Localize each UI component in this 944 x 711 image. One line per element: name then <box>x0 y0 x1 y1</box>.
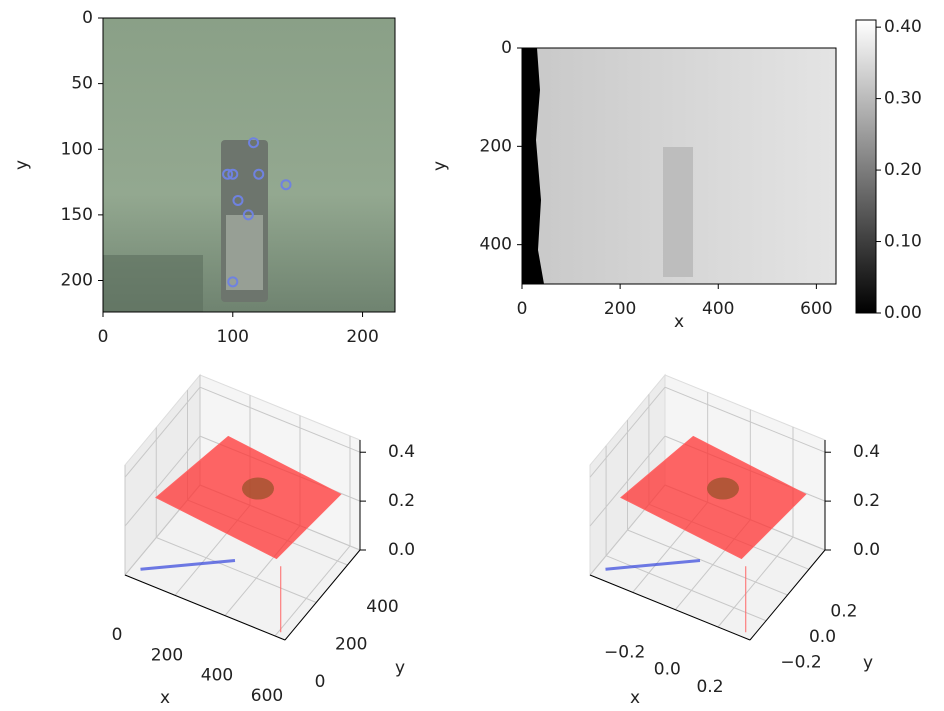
figure: 0 100 200 0 50 100 150 200 y 0 200 400 600 0 200 400 x y 0… <box>0 0 944 711</box>
y-tick-label: 400 <box>366 597 398 617</box>
colorbar-tick-label: 0.30 <box>884 89 922 109</box>
colorbar <box>856 20 876 313</box>
y-tick-label: 0.0 <box>809 627 836 647</box>
y-tick-label: 50 <box>71 74 93 94</box>
x-axis-label: x <box>160 688 170 708</box>
x-tick-label: 600 <box>800 299 832 319</box>
x-axis-label: x <box>630 688 640 708</box>
x-tick-label: 600 <box>251 686 283 706</box>
x-tick-label: 0.2 <box>696 677 723 697</box>
colorbar-tick-label: 0.10 <box>884 232 922 252</box>
depth-object <box>663 147 693 277</box>
y-tick-label: 150 <box>61 205 93 225</box>
y-tick-label: 0.2 <box>830 601 857 621</box>
y-axis-label: y <box>430 161 450 171</box>
y-tick-label: 0 <box>82 8 93 28</box>
z-tick-label: 0.4 <box>388 442 415 462</box>
x-tick-label: 0 <box>98 327 109 347</box>
y-tick-label: 100 <box>61 139 93 159</box>
z-tick-label: 0.2 <box>853 491 880 511</box>
y-tick-label: −0.2 <box>780 653 821 673</box>
z-tick-label: 0.4 <box>853 442 880 462</box>
remote-buttons <box>226 215 263 290</box>
x-tick-label: 200 <box>604 299 636 319</box>
y-tick-label: 0 <box>315 672 326 692</box>
z-tick-label: 0.0 <box>388 540 415 560</box>
object-cloud <box>707 478 739 500</box>
colorbar-tick-label: 0.40 <box>884 17 922 37</box>
x-tick-label: 100 <box>217 327 249 347</box>
y-tick-label: 400 <box>480 235 512 255</box>
x-tick-label: 0.0 <box>654 660 681 680</box>
y-tick-label: 0 <box>501 38 512 58</box>
colorbar-tick-label: 0.20 <box>884 160 922 180</box>
y-axis-label: y <box>863 653 873 673</box>
colorbar-tick-label: 0.00 <box>884 303 922 323</box>
y-axis-label: y <box>395 658 405 678</box>
y-tick-label: 200 <box>335 635 367 655</box>
y-tick-label: 200 <box>480 136 512 156</box>
x-tick-label: 400 <box>702 299 734 319</box>
object-cloud <box>242 478 274 500</box>
x-tick-label: −0.2 <box>604 642 645 662</box>
x-tick-label: 400 <box>201 666 233 686</box>
x-tick-label: 0 <box>517 299 528 319</box>
x-tick-label: 0 <box>112 625 123 645</box>
x-tick-label: 200 <box>346 327 378 347</box>
y-tick-label: 200 <box>61 271 93 291</box>
x-tick-label: 200 <box>151 645 183 665</box>
z-tick-label: 0.0 <box>853 540 880 560</box>
y-axis-label: y <box>12 160 32 170</box>
z-tick-label: 0.2 <box>388 491 415 511</box>
shadow <box>103 255 203 312</box>
x-axis-label: x <box>674 312 684 332</box>
